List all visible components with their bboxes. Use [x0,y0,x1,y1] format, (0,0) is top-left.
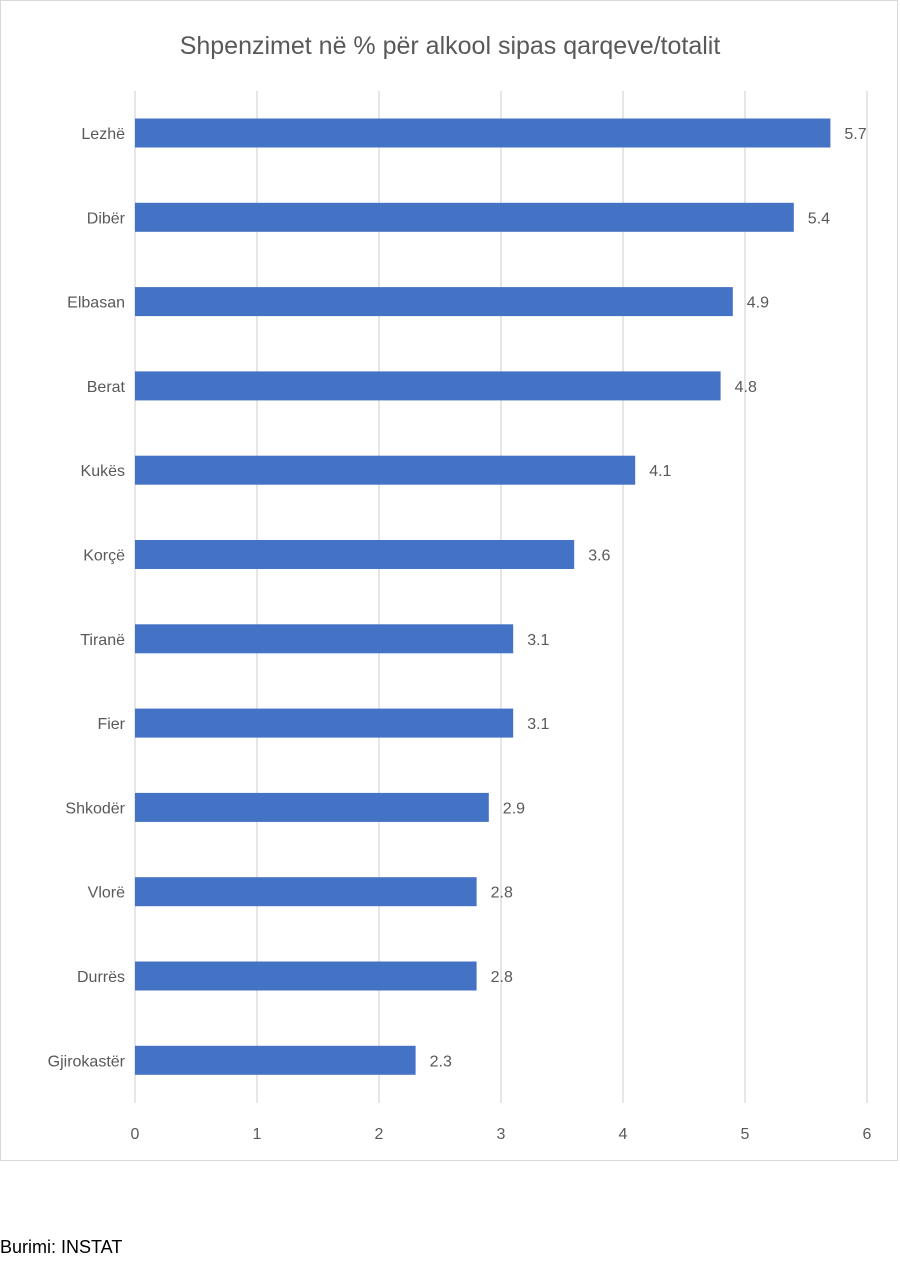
bar [135,708,514,738]
bar [135,118,831,148]
x-tick-label: 6 [863,1126,872,1143]
chart-title: Shpenzimet në % për alkool sipas qarqeve… [180,32,721,60]
data-label: 2.3 [430,1053,452,1070]
bar [135,455,636,485]
data-label: 5.4 [808,210,830,227]
category-label: Durrës [77,969,125,986]
x-tick-label: 0 [131,1126,140,1143]
category-label: Tiranë [80,632,125,649]
data-label: 3.1 [527,632,549,649]
data-label: 3.1 [527,716,549,733]
category-label: Kukës [81,463,125,480]
data-label: 4.8 [735,379,757,396]
category-label: Vlorë [88,885,125,902]
x-tick-label: 2 [375,1126,384,1143]
data-label: 4.9 [747,295,769,312]
bar [135,624,514,654]
category-label: Korçë [83,548,125,565]
category-label: Fier [97,716,125,733]
category-label: Elbasan [67,295,125,312]
grid-lines [134,91,868,1103]
bar [135,202,794,232]
chart-frame: Shpenzimet në % për alkool sipas qarqeve… [0,0,898,1161]
bars: Lezhë 5.7 Dibër 5.4 Elbasan 4.9 Berat 4.8 Kukës 4… [48,118,867,1075]
data-label: 4.1 [649,463,671,480]
category-label: Gjirokastër [48,1053,126,1070]
source-note: Burimi: INSTAT [0,1237,123,1257]
bar [135,792,489,822]
x-axis-ticks: 0 1 2 3 4 5 6 [131,1126,872,1143]
bar [135,1045,416,1075]
category-label: Shkodër [65,800,125,817]
category-label: Dibër [87,210,126,227]
bar [135,287,733,317]
bar [135,540,575,569]
category-label: Lezhë [81,126,125,143]
category-label: Berat [87,379,126,396]
x-tick-label: 5 [741,1126,750,1143]
data-label: 3.6 [588,548,610,565]
bar [135,961,477,991]
bar [135,371,721,401]
data-label: 2.9 [503,800,525,817]
x-tick-label: 4 [619,1126,628,1143]
data-label: 5.7 [844,126,866,143]
data-label: 2.8 [491,969,513,986]
bar [135,877,477,907]
x-tick-label: 1 [253,1126,262,1143]
bar-chart: Shpenzimet në % për alkool sipas qarqeve… [48,32,872,1143]
data-label: 2.8 [491,885,513,902]
x-tick-label: 3 [497,1126,506,1143]
